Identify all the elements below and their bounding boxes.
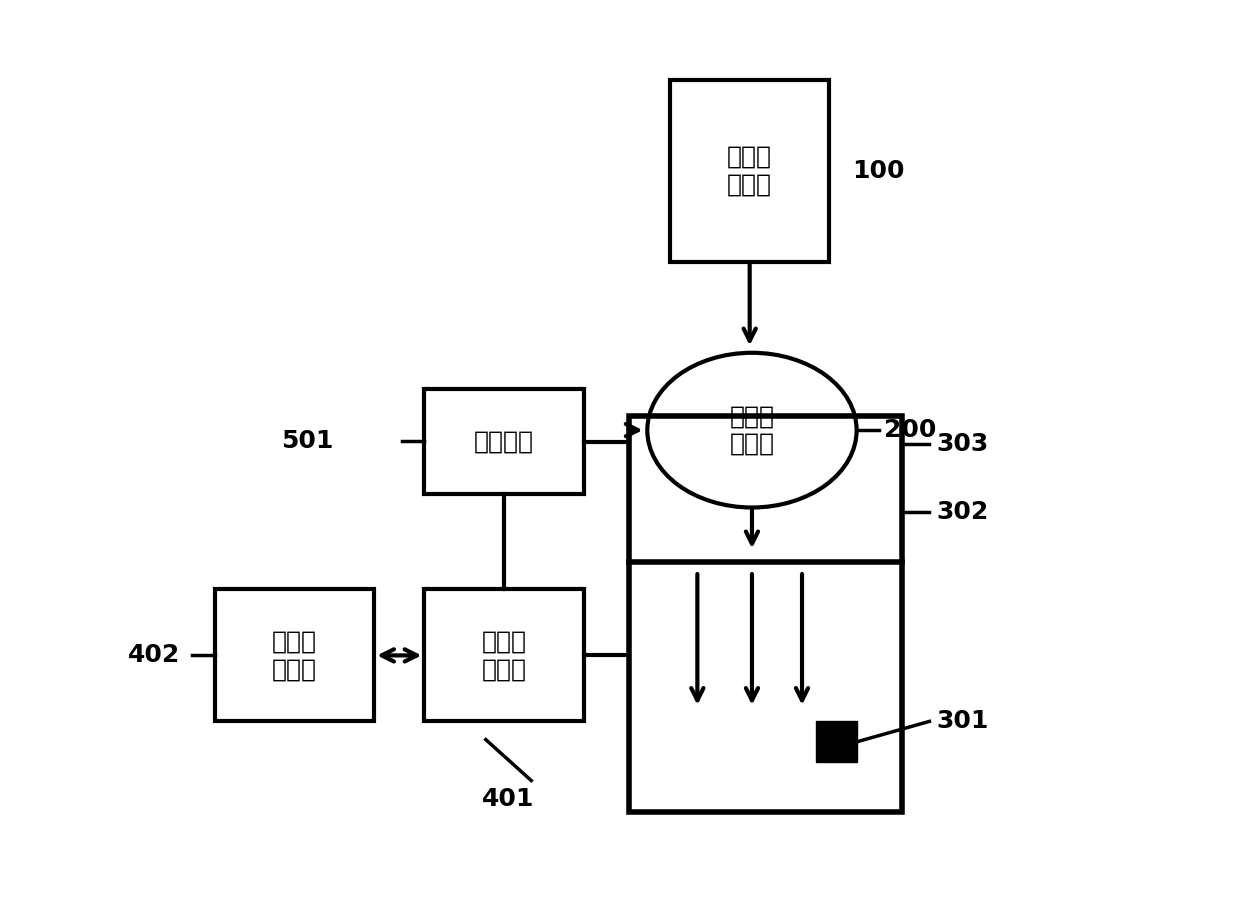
Bar <box>424 590 584 722</box>
Bar <box>670 79 830 261</box>
Text: 301: 301 <box>936 710 990 734</box>
Text: 光束控
制装置: 光束控 制装置 <box>729 404 775 456</box>
Text: 200: 200 <box>884 419 936 443</box>
Text: 401: 401 <box>482 786 534 810</box>
Text: 302: 302 <box>936 500 990 524</box>
Text: 100: 100 <box>852 159 904 183</box>
Text: 扫描探
测装置: 扫描探 测装置 <box>481 629 527 681</box>
Text: 402: 402 <box>128 643 180 667</box>
Text: 303: 303 <box>936 432 990 456</box>
Text: 激光光
源装置: 激光光 源装置 <box>727 145 773 197</box>
Bar <box>816 722 857 762</box>
Text: 控制软件: 控制软件 <box>474 430 534 454</box>
Ellipse shape <box>647 353 857 507</box>
Text: 501: 501 <box>281 429 334 453</box>
Bar <box>424 389 584 493</box>
Bar <box>215 590 374 722</box>
Text: 成像显
示装置: 成像显 示装置 <box>272 629 317 681</box>
Bar <box>629 417 903 812</box>
